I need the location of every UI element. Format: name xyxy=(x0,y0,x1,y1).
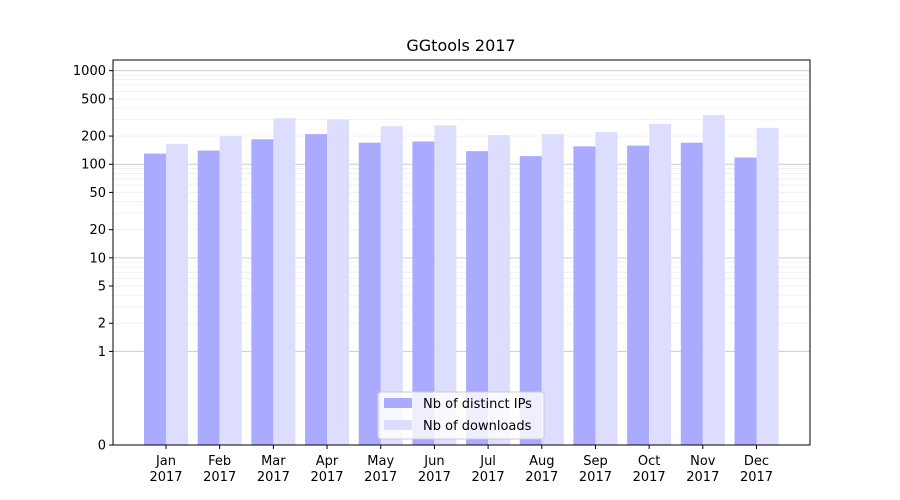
bar-distinct-ips xyxy=(251,139,274,445)
x-tick-label: Jul 2017 xyxy=(472,454,505,485)
x-tick-label: Apr 2017 xyxy=(310,454,343,485)
x-tick-label: Mar 2017 xyxy=(257,454,290,485)
bar-distinct-ips xyxy=(519,156,542,445)
bar-distinct-ips xyxy=(197,150,220,445)
y-tick-label: 2 xyxy=(98,317,106,332)
bar-downloads xyxy=(702,115,725,446)
y-tick-label: 0 xyxy=(98,439,106,454)
x-tick-label: Nov 2017 xyxy=(686,454,719,485)
legend-box xyxy=(377,391,545,440)
legend: Nb of distinct IPs Nb of downloads xyxy=(377,391,545,440)
bar-distinct-ips xyxy=(734,157,757,445)
y-tick-label: 500 xyxy=(81,92,106,107)
legend-swatch-ips xyxy=(384,398,412,408)
legend-swatch-downloads xyxy=(384,420,412,430)
x-tick-label: Aug 2017 xyxy=(525,454,558,485)
x-tick-label: Feb 2017 xyxy=(203,454,236,485)
bar-downloads xyxy=(380,126,403,445)
bar-downloads xyxy=(166,143,188,445)
x-tick-label: Jan 2017 xyxy=(149,454,182,485)
bar-distinct-ips xyxy=(358,142,381,445)
y-tick-label: 1000 xyxy=(73,64,106,79)
x-tick-label: Sep 2017 xyxy=(579,454,612,485)
bar-downloads xyxy=(541,134,564,446)
y-tick-label: 100 xyxy=(81,158,106,173)
bar-downloads xyxy=(434,125,457,445)
legend-label-downloads: Nb of downloads xyxy=(423,419,532,434)
bar-downloads xyxy=(595,132,618,445)
bar-distinct-ips xyxy=(144,153,166,446)
y-axis: 0 1 2 5 10 20 50 100 200 500 1000 xyxy=(73,64,113,454)
y-tick-label: 20 xyxy=(89,223,106,238)
bar-downloads xyxy=(327,119,350,446)
y-tick-label: 50 xyxy=(89,186,106,201)
bar-downloads xyxy=(488,135,511,445)
bar-distinct-ips xyxy=(680,142,703,445)
bar-downloads xyxy=(649,123,672,445)
y-tick-label: 5 xyxy=(98,280,106,295)
bar-downloads xyxy=(273,118,296,445)
x-tick-label: Dec 2017 xyxy=(740,454,773,485)
plot-frame xyxy=(112,59,811,446)
chart-title: GGtools 2017 xyxy=(406,36,515,55)
legend-label-ips: Nb of distinct IPs xyxy=(423,397,532,412)
x-tick-label: May 2017 xyxy=(364,454,397,485)
x-axis: Jan 2017 Feb 2017 Mar 2017 Apr 2017 May 2017 Jun 20… xyxy=(149,445,773,485)
bar-distinct-ips xyxy=(412,141,435,445)
bar-distinct-ips xyxy=(305,134,328,446)
y-tick-label: 10 xyxy=(89,251,106,266)
bar-distinct-ips xyxy=(573,146,596,446)
y-tick-label: 200 xyxy=(81,130,106,145)
y-tick-label: 1 xyxy=(98,345,106,360)
x-tick-label: Jun 2017 xyxy=(418,454,451,485)
bar-downloads xyxy=(756,127,779,445)
x-tick-label: Oct 2017 xyxy=(633,454,666,485)
bar-distinct-ips xyxy=(466,151,489,446)
bar-distinct-ips xyxy=(627,145,650,445)
bar-downloads xyxy=(219,136,242,446)
bars xyxy=(144,115,779,446)
